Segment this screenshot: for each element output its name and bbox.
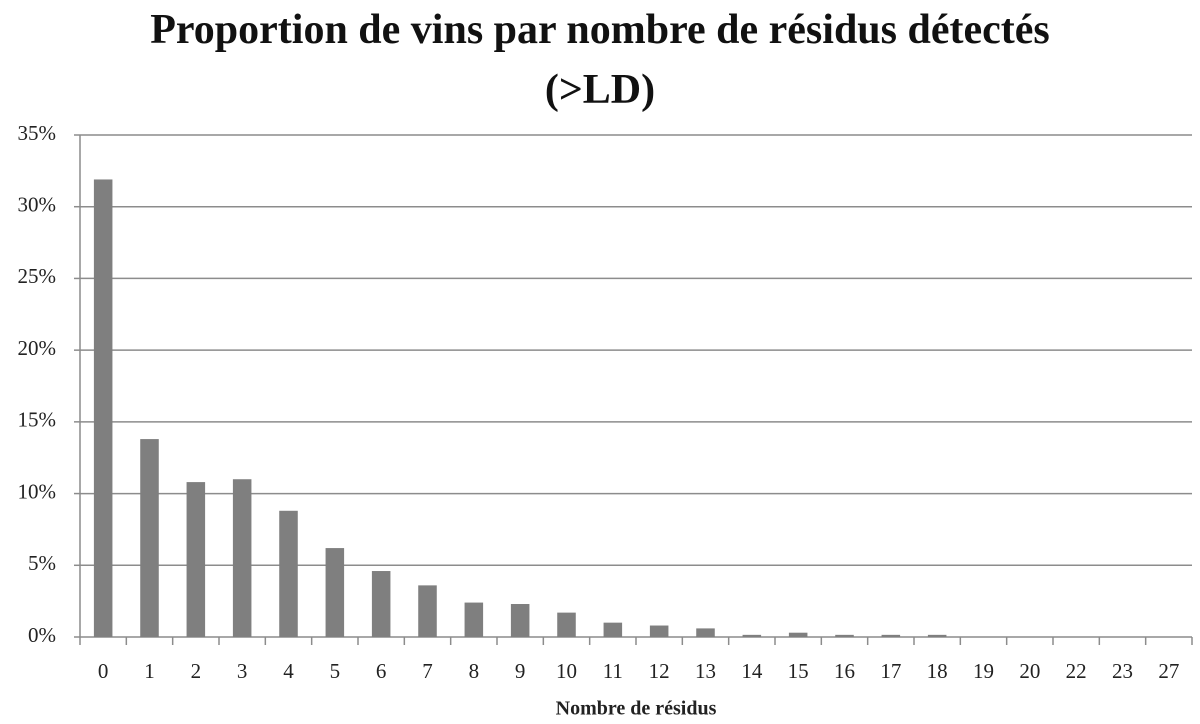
bar	[696, 628, 715, 637]
x-tick-label: 1	[144, 659, 155, 683]
x-tick-label: 8	[469, 659, 480, 683]
x-tick-label: 5	[330, 659, 341, 683]
bar	[557, 612, 576, 637]
bar	[510, 604, 530, 637]
x-tick-label: 6	[376, 659, 387, 683]
x-tick-label: 17	[880, 659, 901, 683]
bar	[140, 439, 159, 637]
y-tick-label: 10%	[18, 479, 57, 503]
bar	[927, 634, 947, 637]
y-tick-label: 35%	[18, 121, 57, 145]
x-tick-label: 0	[98, 659, 109, 683]
x-tick-label: 7	[422, 659, 433, 683]
y-tick-label: 15%	[18, 408, 57, 432]
bar	[279, 510, 298, 637]
x-tick-label: 9	[515, 659, 526, 683]
bar	[232, 479, 252, 637]
bar	[788, 632, 808, 637]
x-tick-label: 10	[556, 659, 577, 683]
y-tick-label: 30%	[18, 193, 57, 217]
chart-title: Proportion de vins par nombre de résidus…	[150, 7, 1050, 113]
bar	[649, 625, 669, 637]
y-tick-label: 5%	[28, 551, 56, 575]
x-tick-label: 2	[191, 659, 202, 683]
bar	[418, 585, 437, 637]
x-tick-label: 19	[973, 659, 994, 683]
x-tick-label: 18	[927, 659, 948, 683]
bar	[742, 634, 762, 637]
y-tick-label: 0%	[28, 623, 56, 647]
bar	[464, 602, 484, 637]
x-tick-label: 13	[695, 659, 716, 683]
x-tick-label: 22	[1066, 659, 1087, 683]
bar	[835, 634, 854, 637]
x-tick-label: 14	[741, 659, 763, 683]
x-tick-label: 20	[1019, 659, 1040, 683]
bar	[603, 622, 623, 637]
bar	[881, 634, 901, 637]
x-tick-label: 23	[1112, 659, 1133, 683]
x-tick-label: 27	[1158, 659, 1179, 683]
bar	[186, 482, 206, 637]
y-tick-label: 20%	[18, 336, 57, 360]
bar	[325, 548, 345, 637]
x-tick-label: 16	[834, 659, 855, 683]
x-tick-label: 4	[283, 659, 294, 683]
x-tick-label: 3	[237, 659, 248, 683]
y-tick-label: 25%	[18, 264, 57, 288]
x-tick-label: 12	[649, 659, 670, 683]
x-tick-label: 11	[603, 659, 623, 683]
x-tick-label: 15	[788, 659, 809, 683]
x-axis-label: Nombre de résidus	[556, 698, 717, 720]
bar	[371, 571, 391, 637]
bar	[93, 179, 113, 637]
